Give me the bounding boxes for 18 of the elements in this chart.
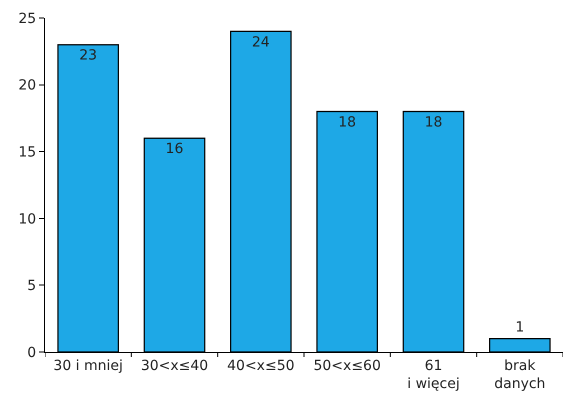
data-label: 23 bbox=[79, 48, 98, 64]
y-tick-label: 5 bbox=[27, 278, 36, 294]
x-tick-label: 40<x≤50 bbox=[227, 358, 295, 374]
y-tick-label: 15 bbox=[18, 144, 36, 160]
y-tick-label: 25 bbox=[18, 10, 36, 27]
y-tick-label: 10 bbox=[18, 211, 36, 228]
x-tick-label: 61 i więcej bbox=[407, 358, 460, 392]
x-tick-label: 30<x≤40 bbox=[140, 358, 208, 374]
data-label: 18 bbox=[338, 114, 356, 131]
data-label: 1 bbox=[515, 320, 524, 336]
data-label: 16 bbox=[166, 141, 184, 158]
x-tick-label: 30 i mniej bbox=[53, 358, 123, 374]
data-label: 18 bbox=[424, 114, 442, 131]
data-label: 24 bbox=[252, 34, 270, 50]
y-tick-label: 0 bbox=[27, 344, 36, 361]
x-tick-label: brak danych bbox=[494, 358, 546, 392]
y-tick-label: 20 bbox=[18, 78, 36, 94]
x-tick-label: 50<x≤60 bbox=[313, 358, 381, 374]
